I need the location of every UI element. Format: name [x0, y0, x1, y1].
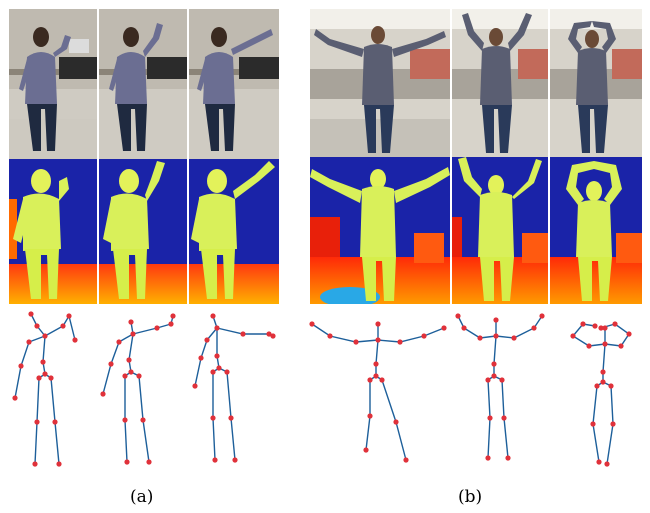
depth-frame-a3 — [189, 159, 279, 304]
rgb-frame-b3 — [550, 9, 642, 157]
depth-map-b2 — [452, 157, 548, 304]
rgb-scene-a2 — [99, 9, 187, 159]
rgb-frame-a1 — [9, 9, 97, 159]
rgb-scene-b1 — [310, 9, 450, 157]
skeleton-b1 — [309, 321, 447, 463]
rgb-scene-a1 — [9, 9, 97, 159]
rgb-scene-b2 — [452, 9, 548, 157]
skeleton-a1 — [12, 311, 78, 467]
depth-map-b1 — [310, 157, 450, 304]
skeleton-b2 — [455, 313, 545, 461]
depth-map-a3 — [189, 159, 279, 304]
depth-frame-b2 — [452, 157, 548, 304]
rgb-frame-b1 — [310, 9, 450, 157]
depth-frame-a2 — [99, 159, 187, 304]
rgb-scene-a3 — [189, 9, 279, 159]
skeleton-b3 — [570, 321, 632, 467]
rgb-frame-a2 — [99, 9, 187, 159]
depth-frame-b1 — [310, 157, 450, 304]
caption-a: (a) — [130, 487, 154, 507]
depth-frame-b3 — [550, 157, 642, 304]
rgb-frame-a3 — [189, 9, 279, 159]
caption-b: (b) — [458, 487, 483, 507]
rgb-frame-b2 — [452, 9, 548, 157]
depth-map-a2 — [99, 159, 187, 304]
depth-map-a1 — [9, 159, 97, 304]
depth-frame-a1 — [9, 159, 97, 304]
rgb-scene-b3 — [550, 9, 642, 157]
skeleton-a2 — [100, 313, 176, 465]
skeleton-a3 — [192, 313, 276, 463]
depth-map-b3 — [550, 157, 642, 304]
